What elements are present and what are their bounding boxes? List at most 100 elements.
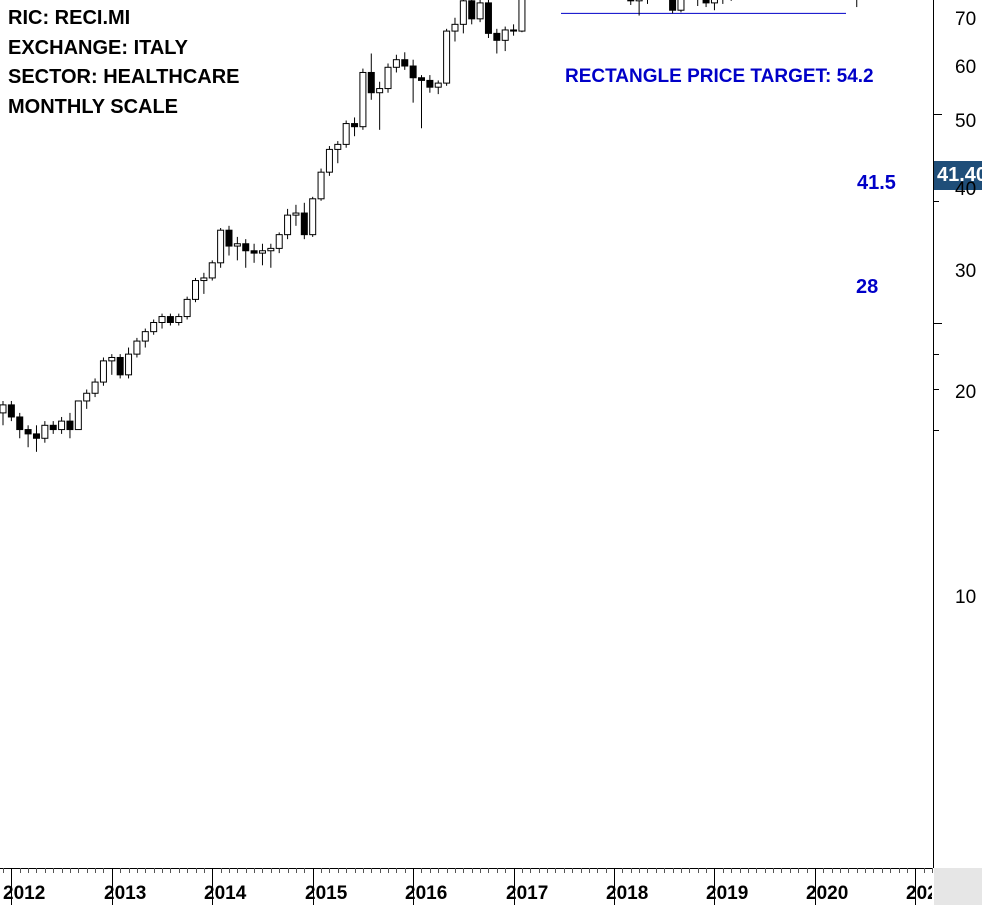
candle-body xyxy=(141,331,149,342)
candle-body xyxy=(49,424,57,431)
candle-body xyxy=(501,29,509,41)
candle-body xyxy=(426,79,434,88)
candle-body xyxy=(510,29,518,32)
candle-body xyxy=(275,234,283,249)
candle-body xyxy=(409,65,417,79)
candle-body xyxy=(208,262,216,279)
candle xyxy=(200,272,208,294)
candle-body xyxy=(217,229,225,264)
candle xyxy=(258,243,266,266)
candle xyxy=(376,81,384,130)
candle xyxy=(250,243,258,263)
candle-body xyxy=(384,66,392,90)
candle xyxy=(669,0,677,14)
candle xyxy=(722,0,724,4)
x-tick-label-2018: 2018 xyxy=(606,883,649,904)
candle-body xyxy=(484,2,492,34)
candle xyxy=(392,54,400,73)
plot-area xyxy=(0,0,858,452)
x-tick-label-2016: 2016 xyxy=(405,883,448,904)
candle-body xyxy=(710,0,718,4)
candle-body xyxy=(342,123,350,145)
candle xyxy=(208,260,216,281)
candle xyxy=(74,400,82,431)
candle xyxy=(468,0,476,25)
candle-body xyxy=(351,123,359,128)
candle xyxy=(58,416,66,434)
candle-body xyxy=(183,298,191,318)
x-tick-label-2021: 2021 xyxy=(906,883,932,904)
candle xyxy=(418,75,425,129)
candle xyxy=(267,243,275,268)
y-tick-label-60: 60 xyxy=(955,57,977,78)
candle-body xyxy=(192,280,200,300)
candle xyxy=(150,319,158,335)
candle-body xyxy=(99,360,107,383)
x-tick-label-2015: 2015 xyxy=(305,883,348,904)
candle-body xyxy=(677,0,685,11)
candle-body xyxy=(16,416,24,431)
candle-body xyxy=(133,340,141,355)
candle xyxy=(697,0,699,7)
candle-body xyxy=(200,277,208,282)
y-tick-label-40: 40 xyxy=(955,179,977,200)
exchange-label: EXCHANGE: ITALY xyxy=(8,37,189,59)
axis-corner xyxy=(934,868,982,905)
candle-body xyxy=(74,400,82,431)
axis-tick-marks xyxy=(3,114,942,905)
candle-body xyxy=(317,171,325,200)
candle xyxy=(158,313,166,329)
y-tick-label-50: 50 xyxy=(955,111,977,132)
candle xyxy=(141,328,149,348)
ric-label: RIC: RECI.MI xyxy=(8,7,131,29)
candle xyxy=(342,120,350,148)
candle xyxy=(325,146,333,176)
candle-body xyxy=(476,2,484,20)
x-tick-label-2020: 2020 xyxy=(806,883,849,904)
candle xyxy=(108,354,116,375)
candle-body xyxy=(376,88,384,94)
x-tick-label-2014: 2014 xyxy=(204,883,247,904)
candle-body xyxy=(451,23,459,32)
y-tick-label-20: 20 xyxy=(955,382,977,403)
candle-body xyxy=(325,148,333,173)
candle xyxy=(443,28,451,86)
candle xyxy=(359,68,367,130)
candle xyxy=(451,17,459,42)
candle xyxy=(384,63,392,93)
candle-body xyxy=(108,356,116,362)
candle-body xyxy=(518,0,526,32)
candle xyxy=(627,0,635,5)
candle xyxy=(292,204,300,226)
last-price-badge: 41.40 xyxy=(934,161,982,190)
x-tick-label-2013: 2013 xyxy=(104,883,147,904)
price-target-label: RECTANGLE PRICE TARGET: 54.2 xyxy=(565,66,874,87)
candle-body xyxy=(292,212,300,216)
candle xyxy=(493,28,501,54)
candle xyxy=(183,296,191,320)
candle xyxy=(83,389,91,409)
candle-body xyxy=(468,0,476,20)
candle xyxy=(192,277,200,303)
candle-body xyxy=(83,392,91,402)
candle xyxy=(434,80,442,95)
y-tick-label-30: 30 xyxy=(955,261,977,282)
candle xyxy=(49,421,57,434)
candle xyxy=(401,52,409,70)
x-tick-label-2017: 2017 xyxy=(506,883,549,904)
candle-body xyxy=(635,0,643,2)
candle-body xyxy=(669,0,677,11)
candle-body xyxy=(459,0,467,25)
candle xyxy=(41,421,49,443)
candle xyxy=(510,24,518,36)
candle xyxy=(217,227,225,268)
candle xyxy=(300,202,308,240)
y-tick-label-10: 10 xyxy=(955,587,977,608)
candle xyxy=(242,239,250,268)
candle-body xyxy=(258,250,266,254)
candle xyxy=(367,53,375,100)
candle xyxy=(677,0,685,13)
candle xyxy=(476,0,484,23)
candle xyxy=(116,354,124,379)
candle xyxy=(646,0,648,4)
